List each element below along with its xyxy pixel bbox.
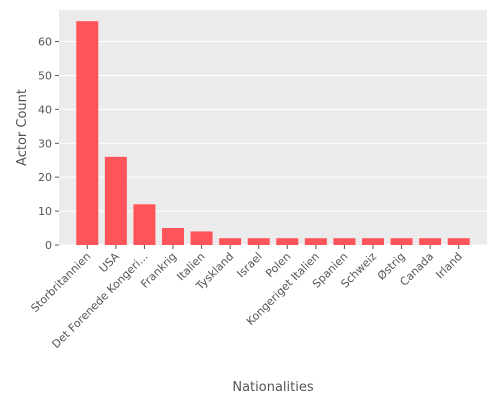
bar [162,228,184,245]
bar [133,204,156,245]
gridlines [59,41,487,246]
bars [76,21,470,245]
x-tick-label: Irland [433,250,464,281]
bar [276,238,299,245]
y-tick-label: 10 [38,205,52,218]
y-tick-label: 20 [38,171,52,184]
y-axis-ticks: 0 10 20 30 40 50 60 [38,36,59,252]
bar [419,238,442,245]
x-tick-label: Israel [234,250,264,280]
bar [190,231,213,245]
y-tick-label: 30 [38,137,52,150]
bar [447,238,470,245]
bar [76,21,99,245]
y-tick-label: 50 [38,69,52,82]
y-tick-label: 60 [38,36,52,49]
bar [362,238,384,245]
x-axis-title: Nationalities [232,380,313,395]
bar [390,238,413,245]
x-tick-label: USA [97,250,123,276]
y-axis-title: Actor Count [15,89,30,166]
bar [247,238,270,245]
bar [219,238,242,245]
x-tick-label: Storbritannien [28,250,93,315]
bar [304,238,327,245]
y-tick-label: 0 [45,239,52,252]
bar [333,238,356,245]
y-tick-label: 40 [38,103,52,116]
bar [104,156,127,245]
plot-panel [59,10,487,245]
